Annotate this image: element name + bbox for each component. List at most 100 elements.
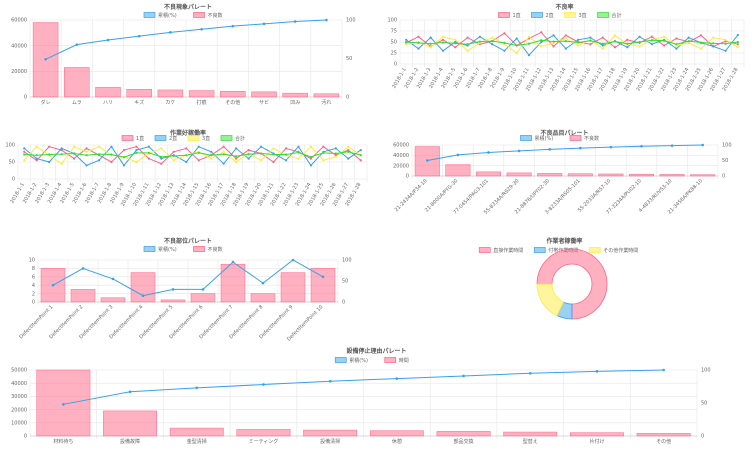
bar	[250, 293, 276, 303]
cumulative-point	[51, 283, 55, 287]
series-point	[147, 151, 150, 154]
cumulative-point	[75, 43, 79, 46]
chart-defect-rate: 不良率 1直 2直 3直 合計 0 25 50 75 100 2018-1-1 2018-1-2 201…	[376, 0, 753, 112]
x-tick-label: ダレ	[41, 99, 51, 106]
x-tick-label: ミーティング	[249, 438, 279, 445]
series-point	[663, 44, 666, 47]
cumulative-point	[231, 24, 235, 28]
series-point	[60, 153, 63, 156]
bar	[220, 263, 246, 303]
bar	[690, 174, 716, 177]
cumulative-point	[662, 368, 665, 372]
series-point	[601, 42, 604, 45]
legend-swatch	[143, 12, 156, 18]
series-point	[97, 153, 101, 156]
series-point	[272, 147, 275, 150]
legend-label: 不良数	[208, 246, 223, 253]
series-point	[197, 159, 200, 162]
legend-swatch	[478, 247, 491, 253]
series-point	[322, 159, 325, 162]
y-tick-label: 2	[32, 291, 35, 297]
legend-swatch	[154, 135, 167, 141]
y2-tick-label: 50	[346, 56, 352, 62]
series-point	[72, 145, 76, 148]
y2-tick-label: 0	[342, 300, 345, 306]
series-point	[23, 147, 26, 150]
series-point	[454, 46, 457, 49]
series-point	[334, 147, 337, 150]
chart-defect-phenomenon-pareto: 不良現象パレート 累積(%) 不良数 0 20000 40000 60000 0 50 100 ダレ…	[0, 0, 376, 112]
legend-label: 累積(%)	[158, 246, 177, 253]
series-point	[527, 35, 531, 38]
x-tick-label: 21-8000A/PYG-30	[424, 178, 459, 213]
series-point	[515, 44, 518, 47]
y-tick-label: 20000	[11, 407, 27, 413]
series-point	[247, 149, 250, 152]
x-tick-label: 金型清掃	[187, 438, 207, 445]
series-point	[259, 159, 263, 162]
y-tick-label: 0	[24, 95, 27, 101]
series-point	[122, 156, 126, 159]
series-point	[172, 159, 175, 162]
cumulative-line	[52, 259, 324, 297]
y-tick-label: 0	[406, 174, 409, 180]
series-point	[309, 145, 313, 148]
legend-label: 2直	[546, 12, 554, 19]
series-point	[48, 153, 51, 156]
series-point	[736, 40, 739, 44]
series-point	[235, 147, 238, 150]
cumulative-point	[640, 144, 643, 148]
cumulative-point	[111, 277, 115, 281]
series-point	[466, 36, 469, 39]
cumulative-point	[548, 148, 551, 151]
legend-label: 累積(%)	[535, 135, 554, 142]
chart-title: 不良部位パレート	[164, 237, 212, 245]
cumulative-line	[427, 144, 703, 161]
series-point	[160, 157, 163, 160]
series-point	[687, 40, 690, 43]
x-tick-label: ハリ	[103, 100, 113, 106]
series-point	[122, 164, 126, 167]
series-point	[441, 41, 445, 44]
cumulative-point	[291, 258, 295, 262]
bar	[303, 429, 358, 437]
series-point	[210, 150, 213, 153]
legend-swatch	[531, 12, 543, 18]
series-point	[577, 41, 580, 44]
bar	[567, 173, 593, 177]
cumulative-point	[128, 390, 132, 394]
series-point	[60, 147, 63, 150]
series-point	[564, 34, 567, 37]
series-point	[699, 47, 703, 50]
series-point	[122, 149, 126, 152]
series-point	[650, 35, 653, 38]
series-point	[85, 150, 88, 153]
x-tick-label: 設備清掃	[320, 438, 340, 445]
series-point	[284, 153, 288, 156]
series-point	[23, 150, 26, 153]
series-point	[724, 42, 727, 45]
cumulative-point	[169, 31, 172, 34]
series-point	[222, 162, 225, 165]
cumulative-point	[201, 288, 205, 291]
series-point	[650, 43, 653, 46]
series-point	[687, 36, 690, 39]
series-point	[712, 42, 715, 45]
legend-label: 時間	[399, 358, 409, 364]
series-point	[35, 154, 38, 157]
legend-swatch	[569, 135, 582, 141]
series-point	[601, 36, 604, 39]
series-point	[405, 38, 408, 41]
series-point	[441, 49, 445, 52]
series-point	[284, 147, 288, 150]
bar	[160, 299, 186, 303]
cumulative-point	[701, 143, 704, 147]
series-point	[564, 40, 567, 43]
series-point	[663, 35, 666, 38]
cumulative-point	[81, 267, 85, 270]
series-point	[564, 47, 567, 50]
legend-swatch	[334, 357, 347, 363]
series-point	[417, 47, 420, 50]
series-point	[23, 153, 26, 156]
